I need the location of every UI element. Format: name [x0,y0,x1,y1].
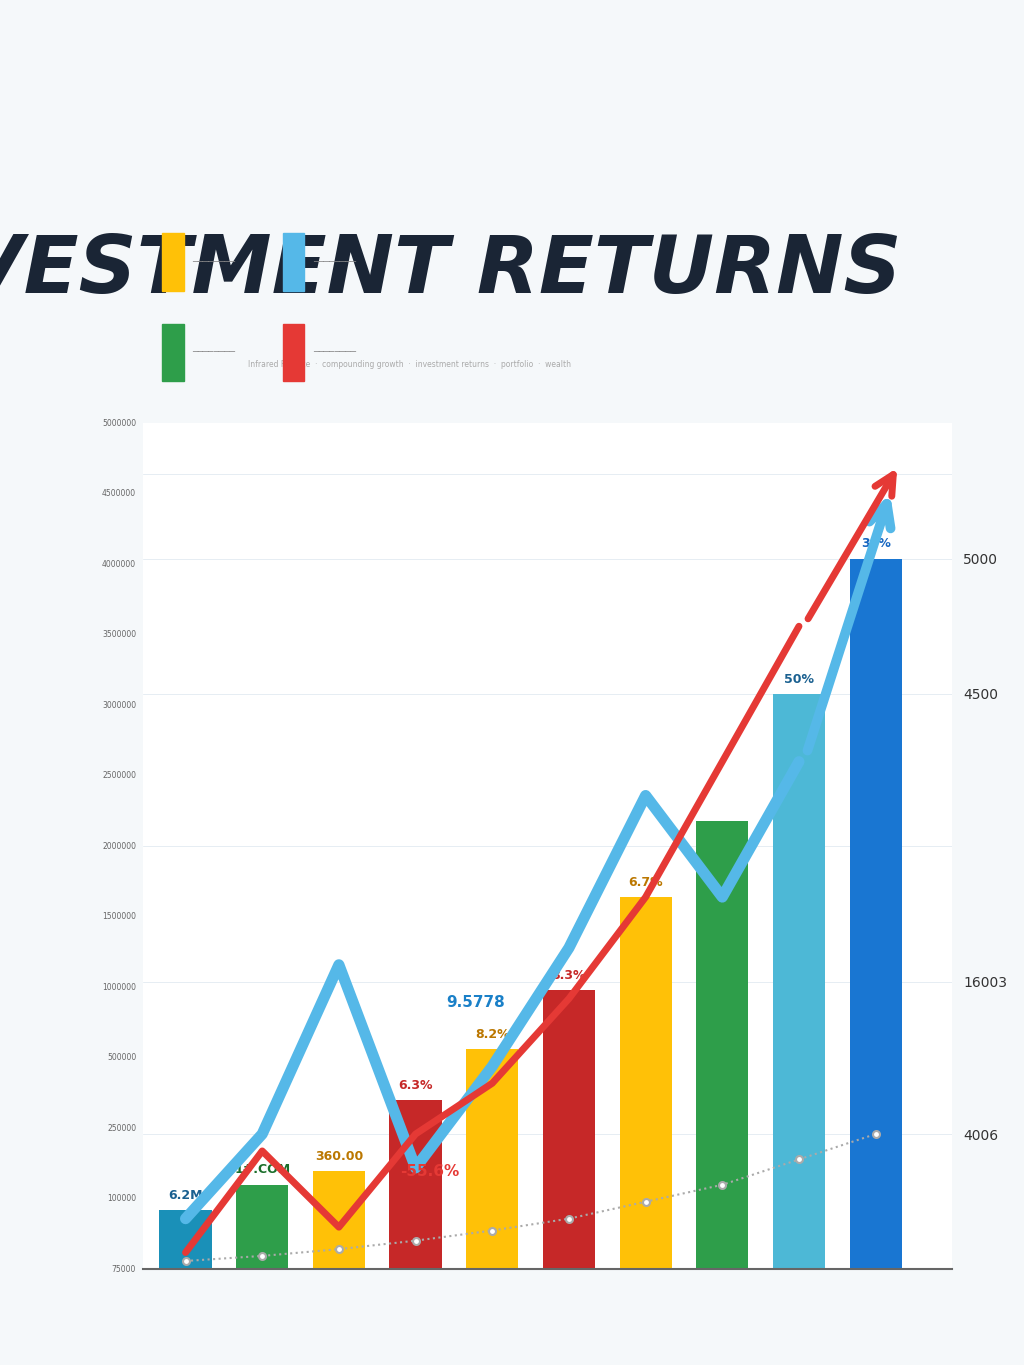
Text: 9.5778: 9.5778 [446,995,505,1010]
Text: 4000000: 4000000 [102,560,136,569]
Bar [283,233,304,291]
Bar [312,1171,365,1269]
Text: 1500000: 1500000 [102,912,136,921]
Bar [543,990,595,1269]
Text: 500000: 500000 [106,1054,136,1062]
Text: 2000000: 2000000 [102,842,136,850]
Text: 100000: 100000 [108,1194,136,1204]
Text: 6.2M: 6.2M [168,1189,203,1201]
Text: 250000: 250000 [108,1123,136,1133]
Text: Infrared Finance  ·  compounding growth  ·  investment returns  ·  portfolio  · : Infrared Finance · compounding growth · … [248,359,571,369]
Text: ────────: ──────── [312,258,355,266]
Text: 6.7%: 6.7% [629,875,663,889]
Bar [850,558,902,1269]
Text: 4500000: 4500000 [102,489,136,498]
Text: 360.00: 360.00 [314,1149,364,1163]
Bar [696,820,749,1269]
Text: 50%: 50% [784,673,814,685]
Bar [620,897,672,1269]
Text: 3500000: 3500000 [102,631,136,639]
Text: -55.6%: -55.6% [400,1164,460,1179]
Text: 30%: 30% [861,536,891,550]
Text: 1#.COM: 1#.COM [234,1163,290,1177]
Text: 3000000: 3000000 [102,700,136,710]
Text: 75000: 75000 [112,1265,136,1274]
Text: 1000000: 1000000 [102,983,136,992]
Bar [160,1211,212,1269]
Text: ────────: ──────── [312,348,355,356]
Text: ────────: ──────── [193,348,236,356]
Text: ────────: ──────── [193,258,236,266]
Text: 2500000: 2500000 [102,771,136,781]
Text: 5000000: 5000000 [102,419,136,427]
Bar [283,324,304,381]
Bar [389,1100,441,1269]
Bar [162,233,183,291]
Text: INVESTMENT RETURNS: INVESTMENT RETURNS [0,232,901,310]
Bar [237,1185,289,1269]
Text: 8.3%: 8.3% [552,969,586,981]
Bar [466,1050,518,1269]
Text: 8.2%: 8.2% [475,1028,510,1041]
Bar [773,693,825,1269]
Text: 6.3%: 6.3% [398,1078,433,1092]
Bar [162,324,183,381]
